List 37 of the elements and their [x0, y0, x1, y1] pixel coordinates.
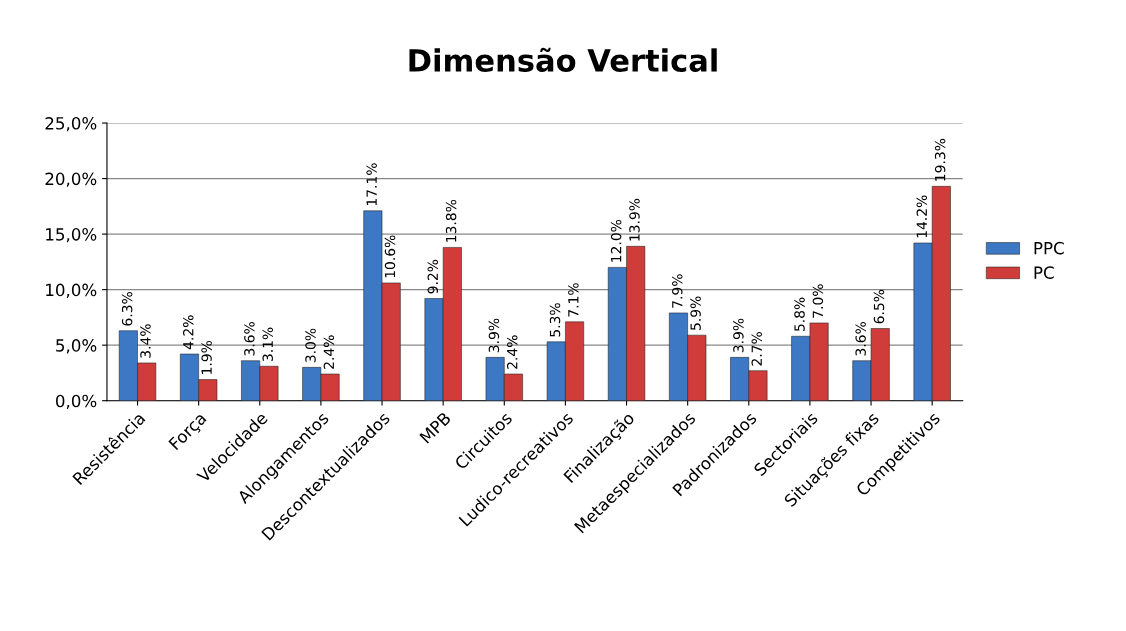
data-label: 2.7%	[751, 332, 762, 366]
data-label: 4.2%	[183, 315, 194, 350]
data-label: 3.6%	[855, 322, 866, 356]
data-label: 5.3%	[549, 303, 561, 337]
data-label: 1.9%	[201, 340, 212, 374]
data-label: 3.6%	[244, 322, 255, 356]
data-label: 14.2%	[916, 195, 928, 238]
data-label: 19.3%	[934, 138, 946, 181]
data-label: 9.2%	[427, 259, 439, 294]
data-label: 7.0%	[812, 284, 824, 318]
data-label: 13.8%	[445, 199, 457, 242]
data-label: 5.8%	[794, 297, 805, 332]
data-label: 3.9%	[488, 318, 500, 353]
legend-label: PC	[1034, 266, 1054, 279]
data-label: 7.1%	[568, 283, 579, 317]
data-label: 12.0%	[610, 219, 622, 262]
y-tick-label: 15,0%	[46, 228, 97, 243]
y-tick-label: 0,0%	[56, 394, 97, 409]
y-tick-label: 5,0%	[56, 339, 97, 354]
data-label: 17.1%	[366, 163, 377, 206]
data-label: 5.9%	[690, 296, 701, 330]
y-tick-label: 20,0%	[45, 172, 97, 187]
data-label: 3.4%	[140, 324, 151, 358]
data-label: 7.9%	[672, 274, 683, 308]
data-label: 10.6%	[384, 235, 396, 278]
data-label: 2.4%	[323, 335, 335, 369]
legend-label: PPC	[1034, 241, 1064, 255]
data-label: 6.3%	[121, 292, 133, 326]
data-label: 6.5%	[873, 289, 885, 324]
y-tick-label: 25,0%	[45, 117, 97, 132]
y-tick-label: 10,0%	[46, 283, 97, 298]
data-label: 2.4%	[506, 335, 518, 369]
chart-title: Dimensão Vertical	[409, 47, 717, 72]
data-label: 3.0%	[305, 328, 316, 363]
data-label: 3.9%	[733, 318, 744, 353]
data-label: 3.1%	[262, 327, 273, 362]
data-label: 13.9%	[629, 198, 640, 241]
